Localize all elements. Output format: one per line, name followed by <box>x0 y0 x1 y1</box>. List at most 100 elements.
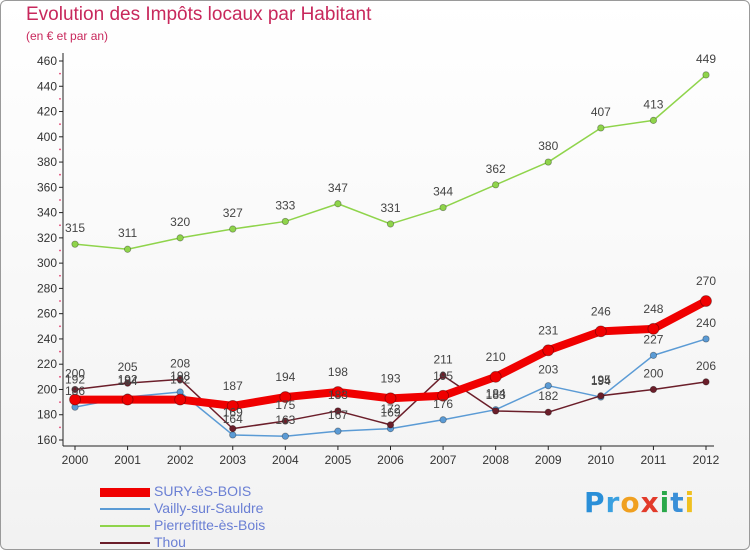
data-point <box>544 408 552 416</box>
data-label: 200 <box>65 366 85 380</box>
data-label: 270 <box>696 274 716 288</box>
data-point <box>702 378 710 386</box>
y-tick-label: 400 <box>37 130 57 144</box>
data-point <box>69 393 81 406</box>
data-label: 195 <box>591 373 611 387</box>
y-tick-label: 260 <box>37 307 57 321</box>
data-label: 192 <box>118 373 138 387</box>
legend-swatch <box>100 508 150 510</box>
y-tick-label: 300 <box>37 256 57 270</box>
x-tick-label: 2012 <box>693 453 720 467</box>
y-minor-tick <box>59 148 61 151</box>
data-label: 183 <box>486 388 506 402</box>
y-tick-label: 180 <box>37 408 57 422</box>
y-minor-tick <box>59 274 61 277</box>
data-label: 194 <box>591 374 611 388</box>
data-label: 164 <box>223 412 243 426</box>
data-point <box>384 392 397 405</box>
data-point <box>334 427 342 435</box>
logo-letter: t <box>670 486 685 519</box>
x-tick-label: 2009 <box>535 453 562 467</box>
y-tick-label: 280 <box>37 281 57 295</box>
x-tick-label: 2000 <box>62 453 89 467</box>
legend-label: Pierrefitte-ès-Bois <box>154 517 266 533</box>
legend-label: Vailly-sur-Sauldre <box>154 500 264 516</box>
data-label: 198 <box>328 365 348 379</box>
data-label: 208 <box>170 356 190 370</box>
data-point <box>544 158 552 166</box>
data-point <box>492 181 500 189</box>
data-label: 320 <box>170 215 190 229</box>
x-tick-label: 2005 <box>325 453 352 467</box>
data-point <box>439 416 447 424</box>
data-point <box>226 399 239 412</box>
y-tick-label: 320 <box>37 231 57 245</box>
y-minor-tick <box>59 426 61 429</box>
data-label: 169 <box>223 406 243 420</box>
y-tick-label: 460 <box>37 54 57 68</box>
data-point <box>229 425 237 433</box>
series-line <box>71 297 710 410</box>
data-label: 246 <box>591 304 611 318</box>
y-minor-tick <box>59 98 61 100</box>
data-label: 194 <box>275 370 295 384</box>
y-tick-label: 200 <box>37 382 57 396</box>
logo-letter: r <box>605 486 621 519</box>
x-tick-label: 2011 <box>641 453 667 467</box>
data-label: 311 <box>118 226 137 240</box>
legend-swatch <box>100 525 150 527</box>
data-label: 198 <box>170 369 190 383</box>
y-tick-label: 240 <box>37 332 57 346</box>
y-minor-tick <box>59 375 61 378</box>
x-tick-label: 2008 <box>482 453 509 467</box>
data-point <box>71 240 79 248</box>
data-label: 205 <box>118 360 138 374</box>
data-label: 248 <box>643 302 663 316</box>
data-label: 227 <box>643 332 663 346</box>
data-point <box>542 344 555 357</box>
data-label: 413 <box>643 97 663 111</box>
proxiti-logo: Proxiti <box>584 486 695 519</box>
data-label: 344 <box>433 185 453 199</box>
data-label: 193 <box>380 371 400 385</box>
data-point <box>594 325 607 338</box>
y-minor-tick <box>59 123 61 126</box>
data-label: 163 <box>275 413 295 427</box>
data-label: 240 <box>696 316 716 330</box>
chart-subtitle: (en € et par an) <box>26 29 109 43</box>
data-label: 192 <box>65 373 85 387</box>
data-point <box>281 432 289 440</box>
data-label: 192 <box>170 373 190 387</box>
data-point <box>281 417 289 425</box>
legend-swatch <box>100 542 150 544</box>
legend-label: SURY-èS-BOIS <box>154 483 252 499</box>
y-minor-tick <box>59 325 61 328</box>
data-point <box>649 351 658 359</box>
data-point <box>544 382 552 390</box>
y-tick-label: 160 <box>37 433 57 447</box>
data-point <box>121 393 134 406</box>
data-point <box>386 421 395 429</box>
data-point <box>649 385 658 394</box>
data-point <box>332 386 344 398</box>
data-label: 231 <box>538 323 558 337</box>
x-tick-label: 2001 <box>114 453 141 467</box>
data-point <box>386 220 395 228</box>
y-tick-label: 420 <box>37 105 57 119</box>
y-tick-label: 220 <box>37 357 57 371</box>
logo-letter: i <box>684 486 696 519</box>
data-point <box>489 370 502 383</box>
data-label: 183 <box>328 388 348 402</box>
data-point <box>649 116 658 124</box>
x-tick-label: 2007 <box>430 453 457 467</box>
data-point <box>702 335 710 343</box>
data-point <box>279 391 292 403</box>
data-point <box>123 379 132 387</box>
data-point <box>229 225 237 233</box>
data-point <box>597 392 605 400</box>
data-label: 203 <box>538 363 558 377</box>
x-tick-label: 2002 <box>167 453 194 467</box>
y-tick-label: 340 <box>37 206 57 220</box>
data-label: 172 <box>380 402 400 416</box>
data-label: 194 <box>118 374 138 388</box>
